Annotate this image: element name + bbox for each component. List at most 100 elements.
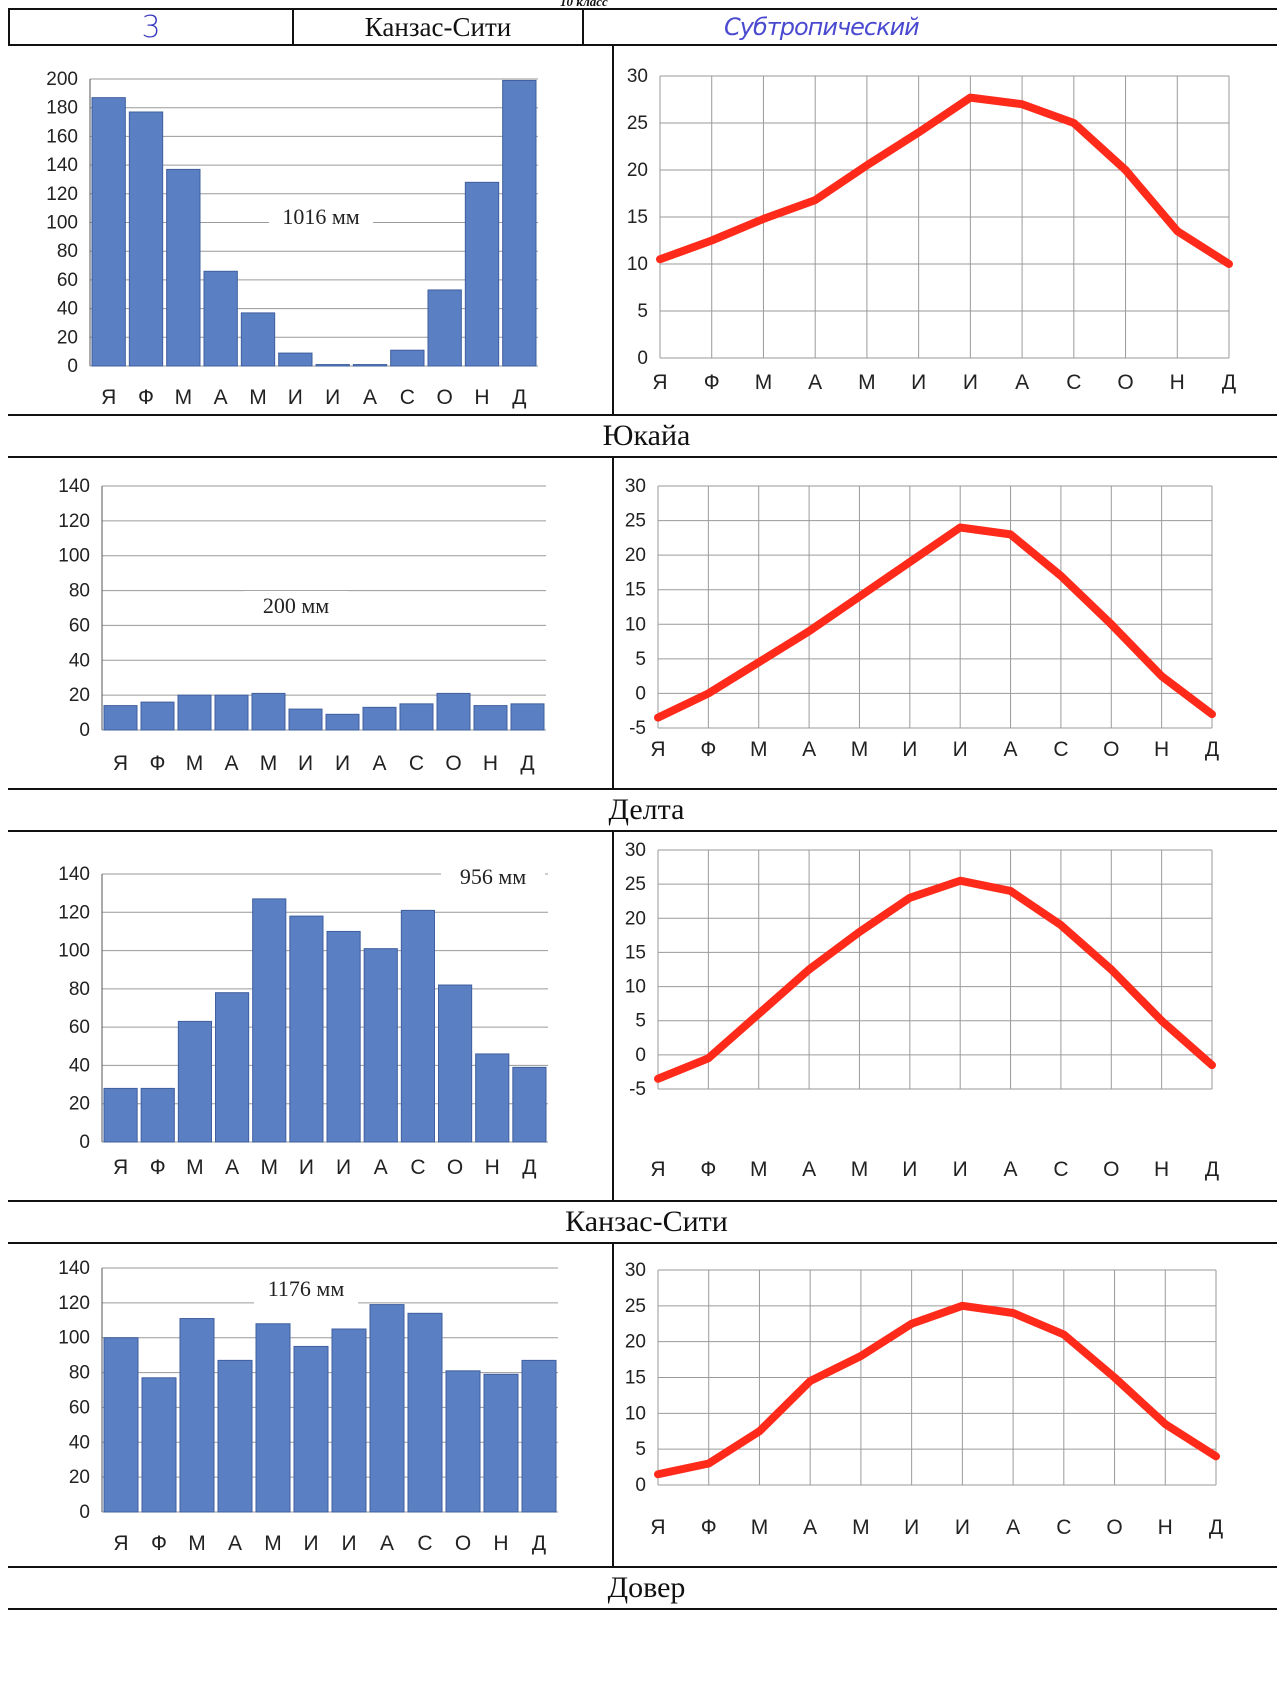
- y-tick-label: 25: [625, 511, 646, 532]
- temperature-point: [1012, 1312, 1015, 1314]
- temperature-point: [1113, 1376, 1116, 1379]
- bar: [91, 97, 126, 367]
- y-tick-label: 20: [625, 908, 646, 929]
- x-tick-label: С: [1053, 738, 1068, 761]
- y-tick-label: 40: [69, 1055, 90, 1076]
- row-divider: [612, 1244, 614, 1566]
- x-tick-label: Н: [474, 386, 489, 409]
- y-tick-label: 80: [69, 1363, 90, 1384]
- y-tick-label: 15: [625, 580, 646, 601]
- temperature-line: [656, 93, 1233, 268]
- x-tick-label: А: [380, 1532, 394, 1555]
- bar: [521, 1359, 557, 1513]
- temperature-chart-3: -5 0 5 10 15 20 25 30 Я Ф М А М И И А С О Н Д: [625, 840, 1219, 1181]
- bar: [464, 181, 500, 367]
- temperature-point: [959, 526, 962, 529]
- x-tick-label: Ф: [700, 1158, 716, 1181]
- bar: [362, 706, 397, 731]
- y-tick-label: 20: [69, 685, 90, 706]
- bar: [103, 1337, 139, 1513]
- x-tick-label: О: [1117, 371, 1133, 394]
- y-tick-label: 120: [58, 902, 90, 923]
- x-tick-label: И: [953, 738, 968, 761]
- x-tick-label: И: [299, 1156, 314, 1179]
- bar: [103, 1087, 138, 1143]
- y-tick-label: 0: [635, 1045, 646, 1066]
- bar: [288, 708, 323, 731]
- x-tick-label: А: [808, 371, 822, 394]
- temperature-point: [1021, 103, 1024, 106]
- bar: [512, 1066, 547, 1143]
- bar: [203, 270, 238, 367]
- temperature-point: [1160, 1019, 1163, 1022]
- temperature-line: [654, 876, 1216, 1083]
- temperature-point: [865, 164, 868, 167]
- y-tick-label: 20: [69, 1094, 90, 1115]
- x-tick-label: О: [447, 1156, 463, 1179]
- y-tick-label: 140: [58, 864, 90, 885]
- total-precipitation-label: 1016 мм: [282, 204, 359, 229]
- x-tick-label: И: [902, 738, 917, 761]
- annotation-background: [244, 591, 348, 621]
- x-tick-label: М: [188, 1532, 206, 1555]
- x-tick-label: Я: [652, 371, 667, 394]
- x-tick-label: А: [224, 752, 238, 775]
- row-divider: [612, 832, 614, 1200]
- y-tick-label: 120: [58, 1293, 90, 1314]
- x-tick-label: М: [175, 386, 193, 409]
- total-precipitation-label: 1176 мм: [268, 1276, 345, 1301]
- x-tick-label: С: [409, 752, 424, 775]
- bar: [217, 1359, 253, 1513]
- bar: [438, 984, 473, 1143]
- x-tick-label: М: [264, 1532, 282, 1555]
- x-tick-label: Ф: [150, 752, 166, 775]
- row-divider: [612, 46, 614, 414]
- total-precipitation-label: 200 мм: [263, 593, 329, 618]
- temperature-point: [657, 716, 659, 719]
- y-tick-label: 20: [57, 327, 78, 348]
- y-tick-label: 120: [58, 511, 90, 532]
- x-tick-label: Я: [113, 752, 128, 775]
- temperature-point: [858, 595, 861, 598]
- x-tick-label: С: [410, 1156, 425, 1179]
- x-tick-label: А: [1006, 1516, 1020, 1539]
- y-tick-label: 40: [69, 650, 90, 671]
- page-header: 10 класс: [560, 0, 608, 9]
- temperature-point: [1211, 713, 1213, 716]
- x-tick-label: И: [953, 1158, 968, 1181]
- temperature-point: [908, 896, 911, 899]
- temperature-point: [1059, 924, 1062, 927]
- bar: [278, 352, 313, 367]
- x-tick-label: Н: [483, 752, 498, 775]
- y-tick-label: 180: [46, 98, 78, 119]
- bar: [177, 1020, 212, 1143]
- y-tick-label: 140: [58, 476, 90, 497]
- y-tick-label: 25: [625, 1296, 646, 1317]
- temperature-line: [654, 523, 1216, 722]
- temperature-chart-1: 0 5 10 15 20 25 30 Я Ф М А М И И А С О Н Д: [627, 66, 1236, 394]
- temperature-point: [1211, 1064, 1213, 1067]
- y-tick-label: 40: [57, 299, 78, 320]
- bar: [475, 1053, 510, 1143]
- temperature-point: [959, 879, 962, 882]
- y-tick-label: 5: [637, 301, 648, 322]
- y-tick-label: 25: [625, 874, 646, 895]
- temperature-point: [1164, 1423, 1167, 1426]
- x-tick-label: Ф: [701, 1516, 717, 1539]
- y-tick-label: 10: [625, 1403, 646, 1424]
- temperature-point: [969, 96, 972, 99]
- x-tick-label: А: [802, 1158, 816, 1181]
- bar: [510, 703, 545, 731]
- x-tick-label: М: [186, 752, 204, 775]
- temperature-point: [859, 1355, 862, 1357]
- y-tick-label: 0: [79, 1132, 90, 1153]
- temperature-chart-4: 0 5 10 15 20 25 30 Я Ф М А М И И А С О Н Д: [625, 1260, 1223, 1539]
- y-tick-label: 0: [79, 1502, 90, 1523]
- bar: [400, 909, 436, 1143]
- x-tick-label: М: [186, 1156, 204, 1179]
- y-tick-label: 100: [58, 941, 90, 962]
- bar: [352, 364, 388, 367]
- bar: [252, 898, 287, 1143]
